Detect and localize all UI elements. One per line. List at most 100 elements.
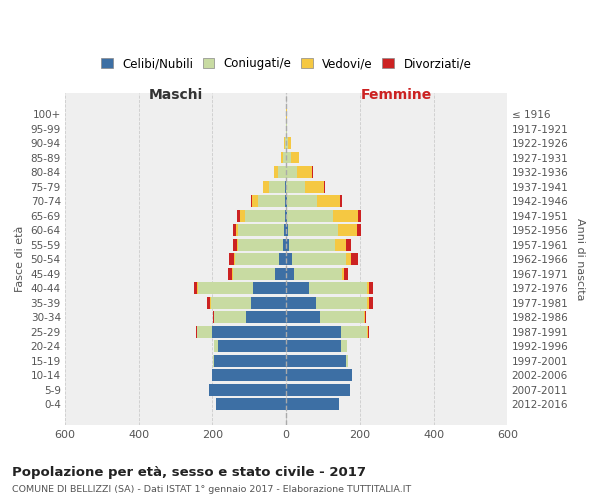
Bar [368,326,369,338]
Bar [312,166,313,178]
Bar [286,268,295,280]
Bar [269,180,286,192]
Bar [213,311,214,323]
Y-axis label: Fasce di età: Fasce di età [15,226,25,292]
Bar [367,326,368,338]
Bar [286,311,320,323]
Text: Popolazione per età, sesso e stato civile - 2017: Popolazione per età, sesso e stato civil… [12,466,366,479]
Bar [286,166,296,178]
Y-axis label: Anni di nascita: Anni di nascita [575,218,585,300]
Bar [245,210,285,222]
Bar [292,253,346,265]
Bar [286,210,287,222]
Bar [198,282,253,294]
Bar [194,282,197,294]
Bar [365,311,366,323]
Bar [197,282,198,294]
Bar [320,311,364,323]
Bar [283,238,286,250]
Bar [338,224,357,236]
Bar [238,238,283,250]
Bar [369,296,373,308]
Bar [275,268,286,280]
Bar [279,253,286,265]
Bar [238,224,284,236]
Bar [334,210,358,222]
Bar [252,195,258,207]
Bar [285,137,286,149]
Bar [214,311,245,323]
Bar [324,180,325,192]
Bar [341,340,347,352]
Bar [286,369,352,381]
Bar [351,253,358,265]
Bar [364,311,365,323]
Text: COMUNE DI BELLIZZI (SA) - Dati ISTAT 1° gennaio 2017 - Elaborazione TUTTITALIA.I: COMUNE DI BELLIZZI (SA) - Dati ISTAT 1° … [12,485,411,494]
Bar [341,326,367,338]
Bar [346,238,352,250]
Bar [233,224,236,236]
Bar [211,296,251,308]
Bar [258,195,286,207]
Bar [286,224,288,236]
Bar [235,253,279,265]
Text: Femmine: Femmine [361,88,433,102]
Bar [367,282,369,294]
Bar [232,268,233,280]
Bar [286,195,287,207]
Bar [346,354,348,366]
Bar [197,326,212,338]
Bar [286,238,289,250]
Bar [214,340,218,352]
Bar [274,166,278,178]
Bar [317,195,340,207]
Bar [290,152,299,164]
Bar [236,224,238,236]
Bar [295,268,341,280]
Bar [286,253,292,265]
Bar [284,137,285,149]
Bar [237,238,238,250]
Bar [287,210,334,222]
Bar [245,311,286,323]
Bar [344,268,348,280]
Bar [286,137,288,149]
Bar [286,398,338,410]
Bar [286,180,305,192]
Bar [213,354,214,366]
Bar [346,253,351,265]
Bar [253,282,286,294]
Bar [251,195,252,207]
Bar [340,195,342,207]
Bar [216,398,286,410]
Bar [288,224,338,236]
Bar [369,282,373,294]
Bar [240,210,245,222]
Bar [229,253,234,265]
Bar [283,152,286,164]
Bar [286,282,309,294]
Bar [288,137,291,149]
Bar [286,384,350,396]
Bar [278,166,286,178]
Bar [263,180,269,192]
Bar [212,326,286,338]
Bar [289,238,335,250]
Bar [305,180,324,192]
Bar [285,210,286,222]
Bar [251,296,286,308]
Bar [335,238,346,250]
Bar [286,152,290,164]
Bar [212,369,286,381]
Bar [367,296,369,308]
Bar [309,282,367,294]
Legend: Celibi/Nubili, Coniugati/e, Vedovi/e, Divorziati/e: Celibi/Nubili, Coniugati/e, Vedovi/e, Di… [96,52,476,75]
Bar [358,210,361,222]
Bar [233,268,275,280]
Bar [218,340,286,352]
Bar [286,340,341,352]
Bar [234,253,235,265]
Bar [284,224,286,236]
Bar [316,296,367,308]
Bar [357,224,361,236]
